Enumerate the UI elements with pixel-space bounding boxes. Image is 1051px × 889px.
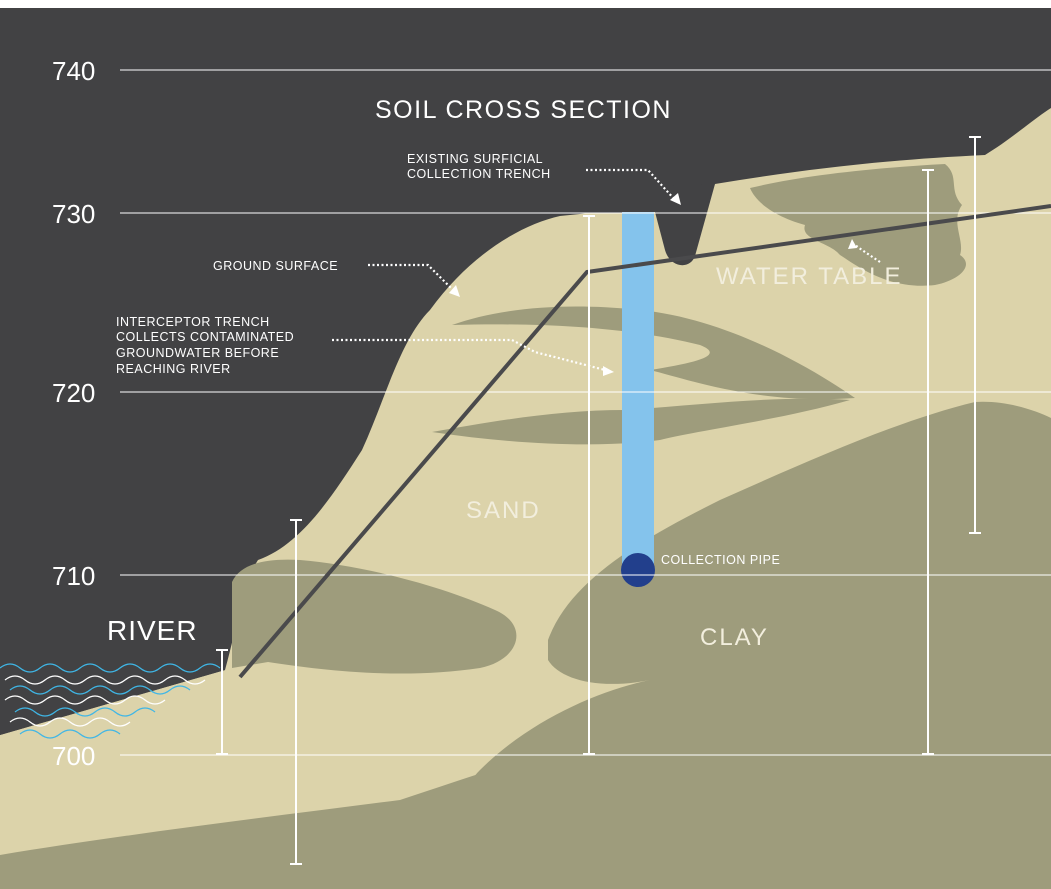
leader-arrowheads [449,193,857,376]
measurement-bars [216,136,981,865]
label-collection-pipe: COLLECTION PIPE [661,553,780,567]
label-ground-surface: GROUND SURFACE [213,259,338,273]
elevation-label-720: 720 [52,378,95,408]
label-surficial-trench-1: EXISTING SURFICIAL [407,152,543,166]
label-river: RIVER [107,615,198,646]
clay-left-lens [232,559,517,674]
river-waves-icon [0,663,221,739]
clay-right-upper [750,164,966,286]
clay-upper-lens [452,306,855,400]
leader-ground-surface [368,263,454,291]
arrow-ground-icon [449,285,460,297]
label-water-table: WATER TABLE [716,263,902,290]
existing-surficial-trench [655,184,715,266]
top-white-band [0,0,1051,8]
elevation-label-730: 730 [52,199,95,229]
elevation-label-700: 700 [52,741,95,771]
label-interceptor-2: COLLECTS CONTAMINATED [116,330,294,344]
label-surficial-trench-2: COLLECTION TRENCH [407,167,551,181]
diagram-title: SOIL CROSS SECTION [375,96,672,124]
label-interceptor-4: REACHING RIVER [116,362,231,376]
clay-bottom-band [0,688,1051,889]
label-sand: SAND [466,497,541,524]
arrow-surficial-icon [670,193,681,205]
elevation-label-740: 740 [52,56,95,86]
arrow-water-table-icon [848,239,857,249]
label-clay: CLAY [700,624,769,651]
water-table-line [238,204,1051,679]
collection-pipe [621,553,655,587]
label-interceptor-3: GROUNDWATER BEFORE [116,346,279,360]
river-bank [0,655,225,735]
arrow-interceptor-icon [603,366,614,376]
leader-interceptor [332,338,606,372]
leader-lines [332,168,881,372]
elevation-label-710: 710 [52,561,95,591]
label-interceptor-1: INTERCEPTOR TRENCH [116,315,270,329]
leader-water-table [854,244,881,263]
